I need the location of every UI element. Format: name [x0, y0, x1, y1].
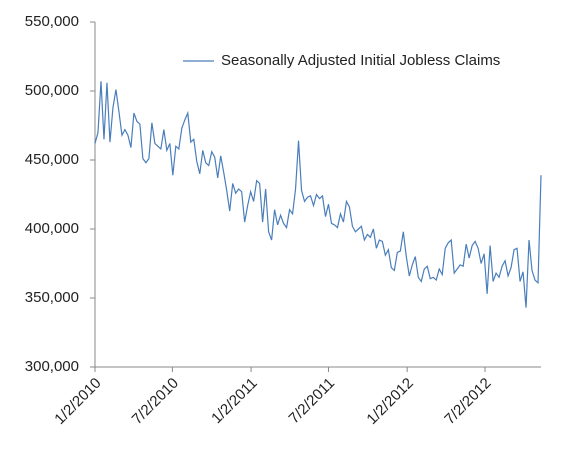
y-tick-label: 500,000 — [25, 82, 79, 99]
x-tick-label: 1/2/2010 — [51, 375, 104, 428]
x-tick-label: 7/2/2010 — [129, 375, 182, 428]
series-line — [94, 81, 542, 308]
x-tick-label: 7/2/2012 — [441, 375, 494, 428]
y-tick-label: 450,000 — [25, 151, 79, 168]
y-tick-label: 300,000 — [25, 358, 79, 375]
x-tick-label: 1/2/2012 — [363, 375, 416, 428]
x-tick-label: 1/2/2011 — [208, 375, 261, 428]
y-tick-label: 400,000 — [25, 220, 79, 237]
legend-label: Seasonally Adjusted Initial Jobless Clai… — [221, 52, 500, 69]
y-tick-label: 350,000 — [25, 289, 79, 306]
y-tick-label: 550,000 — [25, 13, 79, 30]
x-tick-label: 7/2/2011 — [286, 375, 339, 428]
